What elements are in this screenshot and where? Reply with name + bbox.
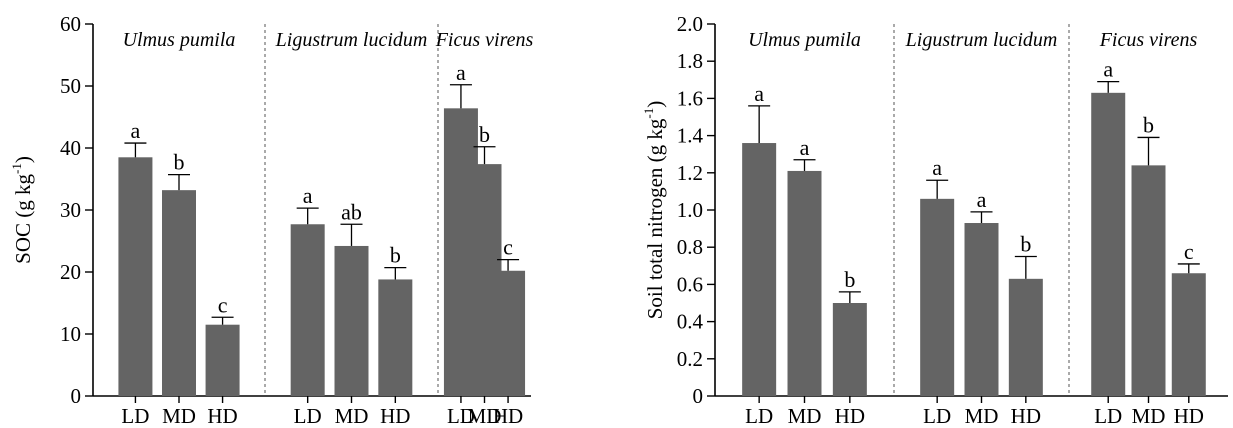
y-tick-label: 1.2 bbox=[677, 161, 703, 185]
bar bbox=[118, 157, 152, 396]
significance-label: a bbox=[1103, 57, 1113, 82]
soc-chart-panel: 0 10 20 30 40 50 60 SOC (g kg-1) Ulmus pumila a LD… bbox=[9, 12, 533, 428]
x-tick-label: LD bbox=[745, 404, 773, 428]
group-label: Ligustrum lucidum bbox=[275, 29, 428, 51]
group-label: Ficus virens bbox=[1099, 29, 1198, 51]
x-tick-label: MD bbox=[1132, 404, 1166, 428]
y-tick-label: 1.8 bbox=[677, 49, 703, 73]
bar bbox=[491, 271, 525, 396]
x-tick-label: HD bbox=[493, 404, 523, 428]
nitrogen-chart-panel: 0 0.2 0.4 0.6 0.8 1.0 1.2 1.4 1.6 1.8 2.0 Soil tota… bbox=[641, 12, 1228, 428]
bar bbox=[1091, 93, 1125, 396]
significance-label: b bbox=[1143, 112, 1154, 137]
x-tick-label: LD bbox=[923, 404, 951, 428]
y-axis-label: SOC (g kg-1) bbox=[9, 156, 35, 264]
x-tick-label: HD bbox=[1174, 404, 1204, 428]
group-label: Ulmus pumila bbox=[748, 29, 861, 51]
bar bbox=[291, 224, 325, 396]
y-tick-label: 0.4 bbox=[677, 310, 704, 334]
bar bbox=[1009, 279, 1043, 396]
group-label: Ligustrum lucidum bbox=[905, 29, 1058, 51]
bar bbox=[1172, 273, 1206, 396]
x-tick-label: LD bbox=[121, 404, 149, 428]
x-tick-label: HD bbox=[380, 404, 410, 428]
y-tick-label: 1.6 bbox=[677, 86, 703, 110]
significance-label: a bbox=[977, 187, 987, 212]
bar bbox=[965, 223, 999, 396]
y-tick-label: 2.0 bbox=[677, 12, 703, 36]
y-tick-label: 40 bbox=[60, 136, 81, 160]
significance-label: b bbox=[390, 243, 401, 268]
x-tick-label: HD bbox=[1011, 404, 1041, 428]
x-tick-label: MD bbox=[335, 404, 369, 428]
significance-label: a bbox=[800, 135, 810, 160]
bar bbox=[920, 199, 954, 396]
significance-label: ab bbox=[341, 199, 362, 224]
y-tick-label: 0 bbox=[693, 384, 704, 408]
significance-label: c bbox=[218, 292, 228, 317]
significance-label: a bbox=[754, 81, 764, 106]
significance-label: a bbox=[303, 183, 313, 208]
y-tick-label: 0.2 bbox=[677, 347, 703, 371]
bar bbox=[1132, 165, 1166, 396]
significance-label: b bbox=[1020, 232, 1031, 257]
group-label: Ficus virens bbox=[435, 29, 534, 51]
significance-label: c bbox=[1184, 239, 1194, 264]
bar bbox=[206, 325, 240, 396]
y-tick-label: 50 bbox=[60, 74, 81, 98]
group-label: Ulmus pumila bbox=[123, 29, 236, 51]
significance-label: c bbox=[503, 235, 513, 260]
significance-label: a bbox=[131, 118, 141, 143]
y-tick-label: 0.6 bbox=[677, 272, 703, 296]
bar bbox=[742, 143, 776, 396]
x-tick-label: LD bbox=[294, 404, 322, 428]
bar bbox=[335, 246, 369, 396]
significance-label: b bbox=[479, 122, 490, 147]
significance-label: b bbox=[174, 150, 185, 175]
bar bbox=[378, 279, 412, 396]
x-tick-label: MD bbox=[162, 404, 196, 428]
bar bbox=[162, 190, 196, 396]
x-tick-label: HD bbox=[207, 404, 237, 428]
x-tick-label: MD bbox=[788, 404, 822, 428]
y-tick-label: 0 bbox=[71, 384, 82, 408]
bar bbox=[833, 303, 867, 396]
y-tick-label: 1.4 bbox=[677, 124, 704, 148]
y-axis-label: Soil total nitrogen (g kg-1) bbox=[641, 101, 667, 320]
y-tick-label: 20 bbox=[60, 260, 81, 284]
x-tick-label: LD bbox=[1094, 404, 1122, 428]
significance-label: a bbox=[456, 60, 466, 85]
y-tick-label: 1.0 bbox=[677, 198, 703, 222]
bar bbox=[788, 171, 822, 396]
x-tick-label: MD bbox=[965, 404, 999, 428]
y-tick-label: 30 bbox=[60, 198, 81, 222]
y-tick-label: 60 bbox=[60, 12, 81, 36]
significance-label: a bbox=[932, 155, 942, 180]
significance-label: b bbox=[844, 267, 855, 292]
y-tick-label: 10 bbox=[60, 322, 81, 346]
y-tick-label: 0.8 bbox=[677, 235, 703, 259]
x-tick-label: HD bbox=[835, 404, 865, 428]
